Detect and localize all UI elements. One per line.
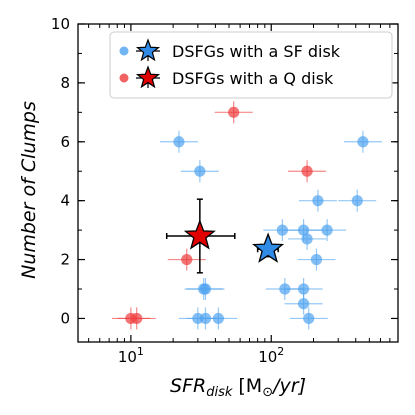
data-point-sf-13 <box>186 278 225 300</box>
data-point-sf-2 <box>343 130 382 153</box>
data-point-sf-7 <box>308 219 347 242</box>
point-marker <box>173 136 185 148</box>
point-marker <box>357 136 369 148</box>
legend-label-sf: DSFGs with a SF disk <box>172 42 341 61</box>
point-marker <box>312 195 324 207</box>
means-layer <box>165 198 285 274</box>
data-point-q-4 <box>117 307 156 330</box>
mean-star-sf <box>252 232 285 263</box>
point-marker <box>301 233 313 245</box>
x-axis-label-unit-open: [M <box>238 375 262 397</box>
data-point-sf-1 <box>180 160 219 183</box>
x-tick-label-base: 10 <box>118 348 137 366</box>
data-point-sf-0 <box>159 130 198 153</box>
data-point-sf-9 <box>297 248 336 271</box>
y-tick-label: 4 <box>60 192 70 210</box>
x-tick-label-exp: 2 <box>277 345 284 358</box>
data-point-sf-17 <box>199 307 238 330</box>
data-point-sf-5 <box>298 189 337 212</box>
data-point-sf-8 <box>338 189 377 212</box>
legend: DSFGs with a SF disk DSFGs with a Q disk <box>109 31 393 99</box>
x-axis-label: SFRdisk [M⊙/yr] <box>170 375 306 400</box>
x-axis-label-sub: disk <box>206 385 233 400</box>
point-marker <box>310 253 323 266</box>
data-point-sf-18 <box>289 307 328 330</box>
points-layer <box>111 101 382 330</box>
x-tick-label: 102 <box>258 345 284 366</box>
x-axis-label-unit-sym: ⊙ <box>262 385 273 400</box>
mean-star-marker <box>252 232 285 263</box>
legend-marker-sf <box>119 38 161 62</box>
data-point-q-1 <box>288 160 327 183</box>
mean-star-marker <box>183 219 216 250</box>
legend-items <box>119 38 161 89</box>
point-marker <box>131 312 143 325</box>
y-axis-label: Number of Clumps <box>18 101 40 279</box>
legend-marker-q <box>119 65 161 89</box>
data-point-sf-14 <box>284 292 323 315</box>
data-point-q-0 <box>214 101 253 124</box>
point-marker <box>297 298 310 310</box>
x-axis-label-unit-close: /yr] <box>271 375 306 397</box>
legend-star <box>135 38 161 62</box>
point-marker <box>276 224 288 236</box>
point-marker <box>228 106 240 118</box>
point-marker <box>181 253 193 266</box>
legend-box <box>109 31 393 99</box>
x-tick-label-exp: 1 <box>137 345 144 358</box>
x-tick-label: 101 <box>118 345 144 366</box>
y-tick-label: 0 <box>60 309 70 327</box>
point-marker <box>297 283 310 295</box>
point-marker <box>303 312 315 325</box>
point-marker <box>199 283 212 295</box>
legend-star <box>135 65 161 89</box>
data-point-sf-6 <box>288 227 327 250</box>
point-marker <box>351 195 363 207</box>
legend-dot <box>119 73 129 83</box>
x-tick-label-base: 10 <box>258 348 277 366</box>
x-axis-label-main: SFR <box>170 375 206 397</box>
y-tick-label: 2 <box>60 251 70 269</box>
y-tick-label: 10 <box>51 15 70 33</box>
y-tick-label: 6 <box>60 133 70 151</box>
y-tick-label: 8 <box>60 74 70 92</box>
point-marker <box>194 165 206 177</box>
legend-label-q: DSFGs with a Q disk <box>172 69 334 88</box>
point-marker <box>321 224 333 236</box>
point-marker <box>301 165 313 177</box>
plot-frame <box>77 23 399 343</box>
legend-dot <box>119 46 129 56</box>
point-marker <box>297 224 310 236</box>
mean-star-q <box>165 198 236 274</box>
point-marker <box>212 312 224 325</box>
